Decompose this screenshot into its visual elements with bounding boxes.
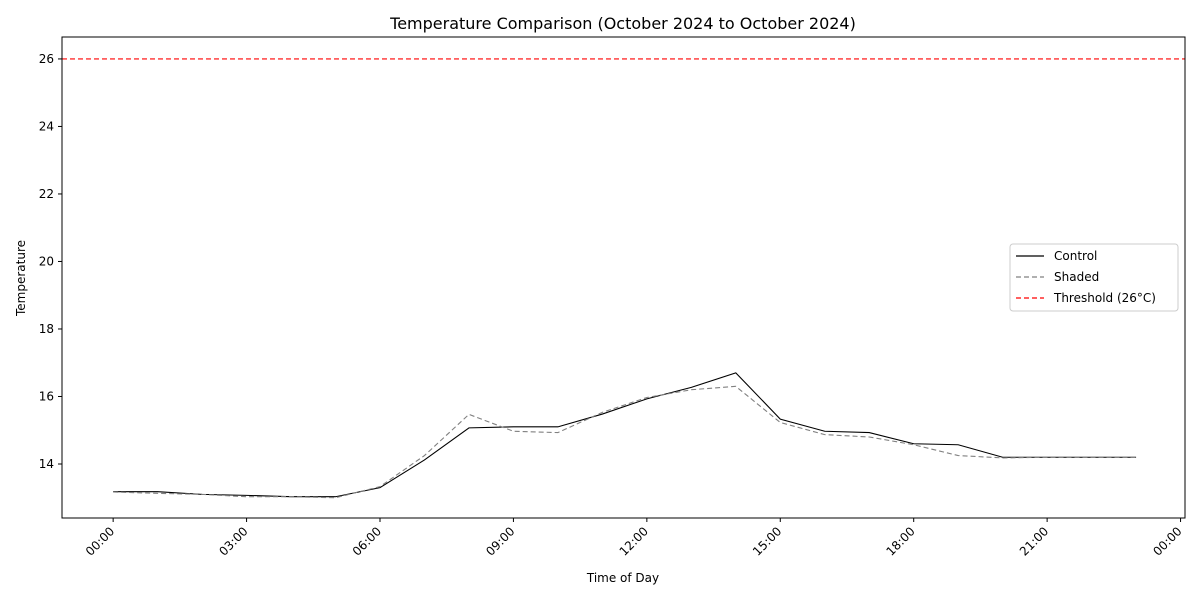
x-axis-label: Time of Day [586,571,659,585]
chart-title: Temperature Comparison (October 2024 to … [389,14,856,33]
y-tick-label: 16 [39,389,54,403]
legend-label: Threshold (26°C) [1053,291,1156,305]
y-tick-label: 20 [39,254,54,268]
series-line-shaded [113,385,1137,499]
legend: Control Shaded Threshold (26°C) [1009,243,1179,312]
y-axis: 14 16 18 20 22 24 26 [39,52,62,471]
y-tick-label: 18 [39,322,54,336]
y-tick-label: 24 [39,119,54,133]
y-axis-label: Temperature [14,240,28,317]
legend-label: Shaded [1054,270,1099,284]
legend-box [1009,243,1179,312]
legend-label: Control [1054,249,1097,263]
plot-area [62,58,1185,499]
y-tick-label: 26 [39,52,54,66]
plot-frame [61,36,1186,519]
y-tick-label: 22 [39,187,54,201]
y-tick-label: 14 [39,457,54,471]
